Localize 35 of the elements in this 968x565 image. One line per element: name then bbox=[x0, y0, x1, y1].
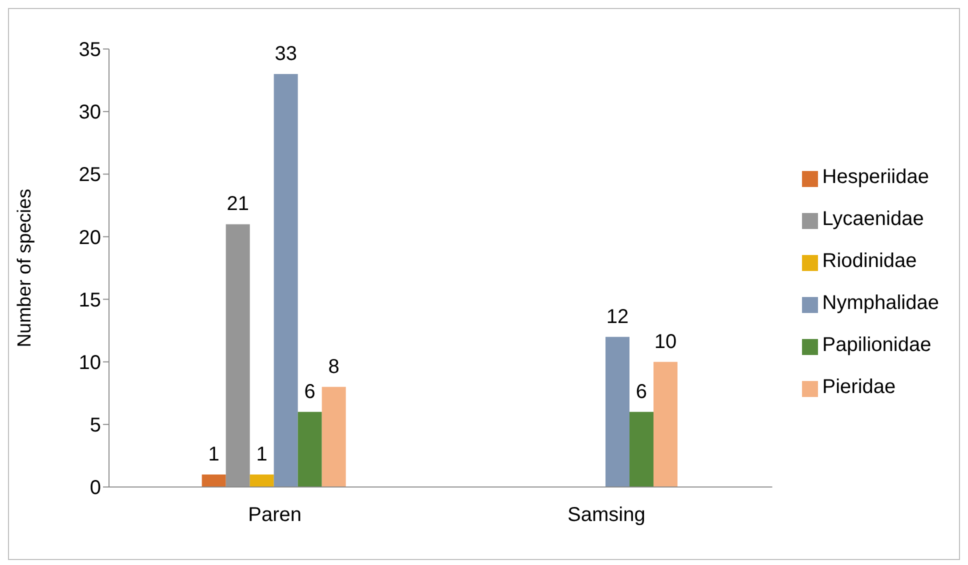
bar bbox=[322, 386, 346, 487]
y-axis-title: Number of species bbox=[14, 188, 36, 348]
bar bbox=[298, 412, 322, 487]
data-label: 6 bbox=[304, 380, 316, 403]
bar bbox=[653, 362, 678, 487]
x-tick-label: Paren bbox=[248, 504, 302, 526]
data-label: 8 bbox=[328, 356, 340, 378]
y-tick-label: 20 bbox=[78, 226, 101, 249]
legend-label: Pieridae bbox=[822, 376, 896, 398]
y-tick-label: 0 bbox=[90, 477, 101, 500]
bar bbox=[629, 412, 654, 487]
y-tick-label: 25 bbox=[78, 164, 101, 186]
bar bbox=[274, 74, 298, 487]
bar bbox=[226, 224, 250, 487]
legend-label: Nymphalidae bbox=[822, 292, 939, 314]
data-label: 21 bbox=[226, 193, 249, 216]
bar bbox=[202, 474, 226, 487]
y-tick-label: 30 bbox=[78, 102, 101, 124]
data-label: 1 bbox=[256, 443, 268, 466]
legend-label: Hesperiidae bbox=[822, 166, 929, 188]
bar bbox=[250, 474, 274, 487]
legend-label: Riodinidae bbox=[822, 250, 917, 272]
bar bbox=[605, 336, 630, 487]
legend-label: Papilionidae bbox=[822, 334, 932, 356]
y-tick-label: 35 bbox=[78, 39, 101, 62]
y-tick-label: 5 bbox=[90, 414, 101, 437]
legend-label: Lycaenidae bbox=[822, 208, 924, 230]
x-tick-label: Samsing bbox=[568, 504, 646, 526]
data-label: 6 bbox=[636, 380, 648, 403]
data-label: 33 bbox=[274, 43, 297, 66]
data-label: 10 bbox=[654, 330, 677, 353]
y-tick-label: 10 bbox=[78, 352, 101, 374]
data-label: 1 bbox=[208, 443, 220, 466]
data-label: 12 bbox=[606, 306, 629, 328]
y-tick-label: 15 bbox=[78, 289, 101, 312]
